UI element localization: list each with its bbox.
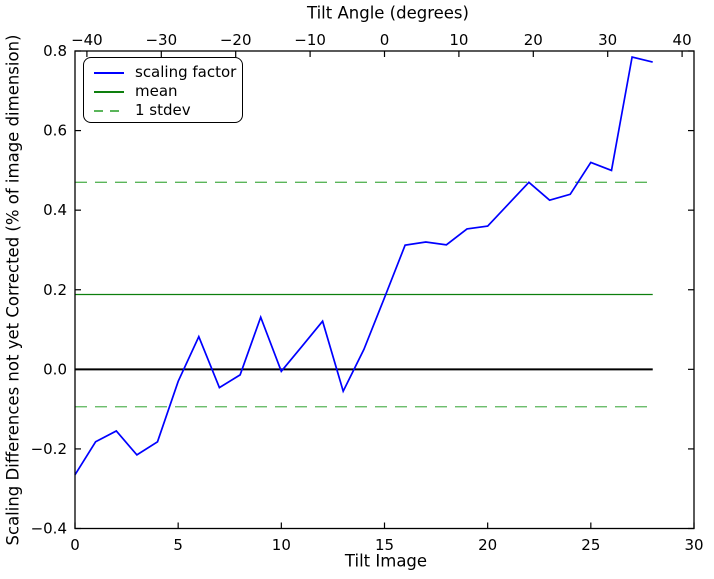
top-tick-label: 10: [449, 31, 468, 49]
top-axis-title: Tilt Angle (degrees): [307, 3, 469, 23]
y-tick-label: 0.4: [43, 201, 67, 219]
legend-label-scaling-factor: scaling factor: [135, 63, 237, 81]
y-tick-label: 0.6: [43, 122, 67, 140]
x-tick-label: 15: [375, 536, 394, 554]
y-axis-title: Scaling Differences not yet Corrected (%…: [3, 34, 23, 546]
legend-label-mean: mean: [135, 82, 178, 100]
y-tick-label: 0.8: [43, 42, 67, 60]
top-tick-label: 30: [598, 31, 617, 49]
x-tick-label: 20: [478, 536, 497, 554]
legend-item-mean: mean: [94, 82, 242, 101]
x-tick-label: 25: [581, 536, 600, 554]
legend-line-scaling-factor-icon: [94, 71, 124, 74]
scaling-factor-line: [74, 55, 653, 476]
top-tick-label: −20: [220, 31, 252, 49]
y-tick-label: 0.2: [43, 281, 67, 299]
x-axis-title: Tilt Image: [344, 551, 428, 571]
y-tick-label: −0.4: [31, 520, 67, 538]
legend-line-stdev-icon: [94, 109, 124, 112]
y-tick-label: −0.2: [31, 440, 67, 458]
x-tick-label: 10: [272, 536, 291, 554]
legend: scaling factor mean 1 stdev: [83, 57, 243, 123]
legend-item-scaling-factor: scaling factor: [94, 63, 242, 82]
top-tick-label: −10: [294, 31, 326, 49]
top-tick-label: 20: [524, 31, 543, 49]
top-tick-label: −40: [71, 31, 103, 49]
legend-line-mean-icon: [94, 90, 124, 93]
x-tick-label: 30: [684, 536, 703, 554]
top-tick-label: 0: [380, 31, 390, 49]
legend-item-stdev: 1 stdev: [94, 101, 242, 120]
x-tick-label: 5: [173, 536, 183, 554]
top-tick-label: 40: [673, 31, 692, 49]
y-tick-label: 0.0: [43, 360, 67, 378]
legend-label-stdev: 1 stdev: [135, 101, 191, 119]
x-tick-label: 0: [70, 536, 80, 554]
top-tick-label: −30: [145, 31, 177, 49]
